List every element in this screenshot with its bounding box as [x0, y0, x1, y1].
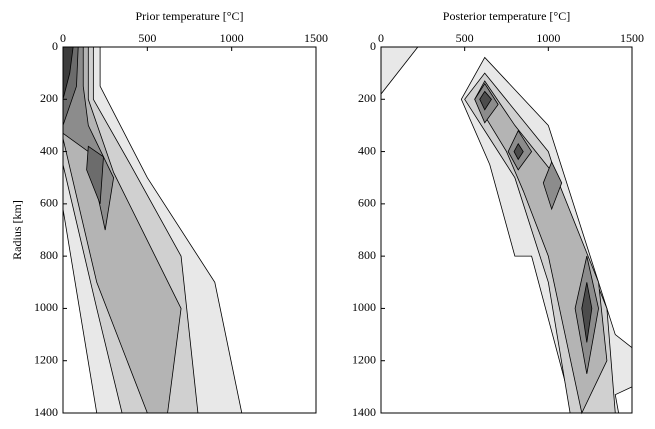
chart-title: Posterior temperature [°C]: [443, 9, 570, 23]
contour-region: [542, 161, 563, 211]
contour-region: [479, 90, 492, 111]
x-tick-label: 1000: [536, 31, 560, 45]
y-tick-label: 0: [370, 39, 376, 53]
y-tick-label: 400: [358, 143, 376, 157]
y-tick-label: 200: [358, 91, 376, 105]
x-tick-label: 1000: [220, 31, 244, 45]
plot-frame: [380, 46, 633, 414]
y-tick-label: 1400: [352, 405, 376, 419]
contour-region: [86, 145, 104, 205]
plot-frame: [62, 46, 317, 414]
contour-region: [581, 282, 593, 343]
y-tick-label: 200: [40, 91, 58, 105]
y-tick-label: 1000: [34, 300, 58, 314]
y-tick-label: 0: [52, 39, 58, 53]
y-axis-label: Radius [km]: [10, 200, 24, 260]
y-tick-label: 800: [40, 248, 58, 262]
x-tick-label: 1500: [304, 31, 328, 45]
x-tick-label: 0: [60, 31, 66, 45]
y-tick-label: 1400: [34, 405, 58, 419]
y-tick-label: 1200: [352, 352, 376, 366]
y-tick-label: 600: [358, 196, 376, 210]
x-tick-label: 0: [378, 31, 384, 45]
y-tick-label: 1200: [34, 352, 58, 366]
y-tick-label: 600: [40, 196, 58, 210]
y-tick-label: 400: [40, 143, 58, 157]
contour-region: [513, 142, 524, 161]
contour-region: [380, 46, 419, 96]
y-tick-label: 1000: [352, 300, 376, 314]
chart-title: Prior temperature [°C]: [135, 9, 243, 23]
x-tick-label: 1500: [620, 31, 644, 45]
x-tick-label: 500: [138, 31, 156, 45]
x-tick-label: 500: [456, 31, 474, 45]
y-tick-label: 800: [358, 248, 376, 262]
